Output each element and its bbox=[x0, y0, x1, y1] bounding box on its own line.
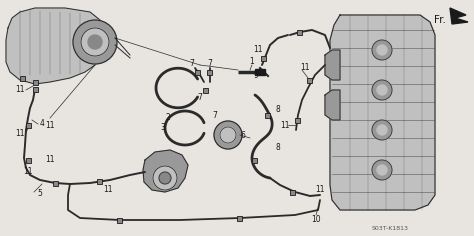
Text: 3: 3 bbox=[161, 123, 165, 132]
Text: 8: 8 bbox=[275, 105, 281, 114]
Bar bbox=[295, 118, 301, 122]
Bar bbox=[118, 218, 122, 223]
Text: 11: 11 bbox=[45, 121, 55, 130]
Circle shape bbox=[372, 160, 392, 180]
Text: 10: 10 bbox=[311, 215, 321, 224]
Bar bbox=[26, 157, 30, 163]
Bar bbox=[98, 178, 102, 184]
Polygon shape bbox=[450, 8, 468, 24]
Bar bbox=[208, 69, 212, 75]
Polygon shape bbox=[6, 8, 100, 84]
Text: 11: 11 bbox=[253, 46, 263, 55]
Bar bbox=[203, 88, 209, 93]
Bar bbox=[33, 80, 37, 84]
Circle shape bbox=[81, 28, 109, 56]
Circle shape bbox=[214, 121, 242, 149]
Text: 11: 11 bbox=[45, 156, 55, 164]
Circle shape bbox=[88, 35, 102, 49]
Text: Fr.: Fr. bbox=[434, 15, 446, 25]
Text: 9: 9 bbox=[254, 71, 258, 80]
Text: 11: 11 bbox=[280, 121, 290, 130]
Text: 1: 1 bbox=[250, 58, 255, 67]
Text: 7: 7 bbox=[212, 110, 218, 119]
Text: 7: 7 bbox=[198, 93, 202, 102]
Circle shape bbox=[372, 120, 392, 140]
Bar bbox=[262, 55, 266, 60]
Polygon shape bbox=[325, 50, 340, 80]
Text: 11: 11 bbox=[103, 185, 113, 194]
Text: 7: 7 bbox=[190, 59, 194, 67]
Polygon shape bbox=[325, 90, 340, 120]
Text: 5: 5 bbox=[37, 189, 43, 198]
Text: 6: 6 bbox=[241, 131, 246, 139]
Bar bbox=[19, 76, 25, 80]
Bar bbox=[33, 87, 37, 92]
Circle shape bbox=[372, 80, 392, 100]
Polygon shape bbox=[143, 150, 188, 192]
Text: 11: 11 bbox=[315, 185, 325, 194]
Circle shape bbox=[73, 20, 117, 64]
Bar bbox=[237, 215, 243, 220]
Text: 11: 11 bbox=[23, 168, 33, 177]
Circle shape bbox=[377, 125, 387, 135]
Circle shape bbox=[220, 127, 236, 143]
Bar bbox=[291, 190, 295, 194]
Bar bbox=[265, 113, 271, 118]
Polygon shape bbox=[330, 15, 435, 210]
Circle shape bbox=[377, 85, 387, 95]
Text: 11: 11 bbox=[15, 85, 25, 94]
Circle shape bbox=[372, 40, 392, 60]
Bar bbox=[26, 122, 30, 127]
Text: 4: 4 bbox=[39, 119, 45, 128]
Text: 11: 11 bbox=[15, 128, 25, 138]
Text: 11: 11 bbox=[300, 63, 310, 72]
Bar bbox=[195, 69, 201, 75]
Polygon shape bbox=[255, 69, 265, 75]
Circle shape bbox=[377, 165, 387, 175]
Bar bbox=[308, 77, 312, 83]
Text: 7: 7 bbox=[208, 59, 212, 67]
Text: 2: 2 bbox=[165, 114, 170, 122]
Bar bbox=[253, 157, 257, 163]
Bar bbox=[298, 30, 302, 34]
Circle shape bbox=[159, 172, 171, 184]
Bar bbox=[53, 181, 57, 185]
Circle shape bbox=[153, 166, 177, 190]
Circle shape bbox=[377, 45, 387, 55]
Text: S03T-K1813: S03T-K1813 bbox=[372, 226, 409, 231]
Text: 8: 8 bbox=[275, 143, 281, 152]
